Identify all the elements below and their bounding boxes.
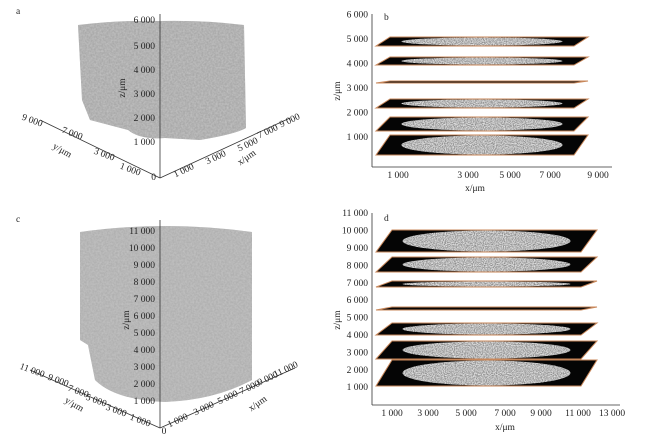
volume-render [80, 226, 252, 402]
tick-label: 13 000 [599, 409, 625, 419]
axis-title: z/μm [333, 81, 343, 101]
tick-label: 0 [151, 173, 156, 183]
tick-label: 9 000 [134, 261, 156, 271]
tick-label: 7 000 [60, 126, 84, 143]
tick-label: 3 000 [134, 363, 156, 373]
tick-label: 5 000 [455, 409, 477, 419]
axis-title: x/μm [247, 394, 270, 414]
axis-title: x/μm [465, 184, 485, 194]
tick-label: 3 000 [347, 348, 369, 358]
volume-render [78, 20, 246, 140]
tick-label: 2 000 [134, 114, 156, 124]
slice-section [402, 341, 571, 359]
slice-section [402, 257, 571, 272]
tick-label: 9 000 [347, 244, 369, 254]
tick-label: 11 000 [342, 209, 368, 219]
tick-label: 9 000 [587, 171, 609, 181]
tick-label: 3 000 [204, 149, 228, 167]
slice-section [402, 281, 571, 287]
panel-label: b [384, 13, 389, 23]
slice-section [401, 99, 563, 108]
tick-label: 1 000 [134, 397, 156, 407]
axis-title: y/μm [51, 142, 74, 161]
tick-label: 9 000 [20, 113, 44, 130]
slice-section [401, 37, 563, 46]
slice-section [401, 117, 563, 131]
axes-frame [371, 14, 620, 406]
tick-label: 1 000 [381, 409, 403, 419]
slice-section [402, 230, 571, 252]
tick-label: 3 000 [104, 403, 128, 420]
slice-section [402, 360, 571, 386]
tick-label: 4 000 [134, 66, 156, 76]
tick-label: 1 000 [166, 412, 190, 430]
tick-label: 3 000 [417, 409, 439, 419]
tick-label: 1 000 [347, 133, 369, 143]
tick-label: 1 000 [347, 383, 369, 393]
tick-label: 3 000 [457, 171, 479, 181]
axes-3d [39, 14, 291, 179]
tick-label: 3 000 [92, 147, 116, 164]
slices [374, 36, 599, 387]
panel-label: a [16, 7, 21, 17]
tick-label: 1 000 [387, 171, 409, 181]
tick-label: 1 000 [128, 413, 152, 430]
tick-label: 5 000 [347, 35, 369, 45]
tick-label: 3 000 [347, 84, 369, 94]
tick-label: 4 000 [347, 331, 369, 341]
tick-label: 3 000 [192, 400, 216, 418]
tick-label: 5 000 [499, 171, 521, 181]
tick-label: 5 000 [134, 42, 156, 52]
tick-label: 11 000 [18, 362, 46, 380]
tick-label: 6 000 [134, 16, 156, 26]
tick-label: 6 000 [347, 11, 369, 21]
tick-label: 1 000 [118, 162, 142, 179]
tick-label: 2 000 [347, 109, 369, 119]
axis-title: x/μm [495, 423, 515, 433]
tick-label: 10 000 [342, 227, 368, 237]
tick-label: 8 000 [134, 278, 156, 288]
axes-3d [29, 220, 296, 429]
slice-plane [375, 80, 589, 84]
slice-plane [375, 306, 598, 311]
tick-label: 8 000 [347, 261, 369, 271]
tick-label: 1 000 [172, 162, 196, 180]
tick-label: 3 000 [134, 90, 156, 100]
tick-label: 10 000 [129, 244, 155, 254]
tick-label: 2 000 [134, 380, 156, 390]
tick-label: 9 000 [530, 409, 552, 419]
slice-section [401, 135, 563, 155]
panel-label: c [16, 215, 20, 225]
tick-label: 11 000 [129, 227, 155, 237]
tick-label: 7 000 [494, 409, 516, 419]
tick-label: 7 000 [539, 171, 561, 181]
tick-label: 6 000 [347, 296, 369, 306]
tick-label: 9 000 [46, 373, 70, 390]
axis-title: z/μm [118, 78, 128, 98]
tick-label: 5 000 [347, 314, 369, 324]
tick-label: 7 000 [134, 295, 156, 305]
tick-label: 7 000 [347, 279, 369, 289]
axis-title: z/μm [122, 310, 132, 330]
tick-label: 11 000 [272, 360, 300, 380]
tick-label: 4 000 [347, 60, 369, 70]
tick-label: 1 000 [134, 138, 156, 148]
tick-label: 4 000 [134, 346, 156, 356]
slice-section [402, 323, 571, 335]
tick-label: 2 000 [347, 366, 369, 376]
slice-section [401, 57, 563, 65]
tick-label: 11 000 [565, 409, 591, 419]
tick-label: 5 000 [134, 329, 156, 339]
panel-label: d [384, 214, 389, 224]
tick-label: 9 000 [278, 112, 302, 130]
tick-label: 0 [162, 427, 167, 437]
tick-label: 7 000 [256, 123, 280, 141]
tick-label: 6 000 [134, 312, 156, 322]
axis-title: z/μm [333, 310, 343, 330]
